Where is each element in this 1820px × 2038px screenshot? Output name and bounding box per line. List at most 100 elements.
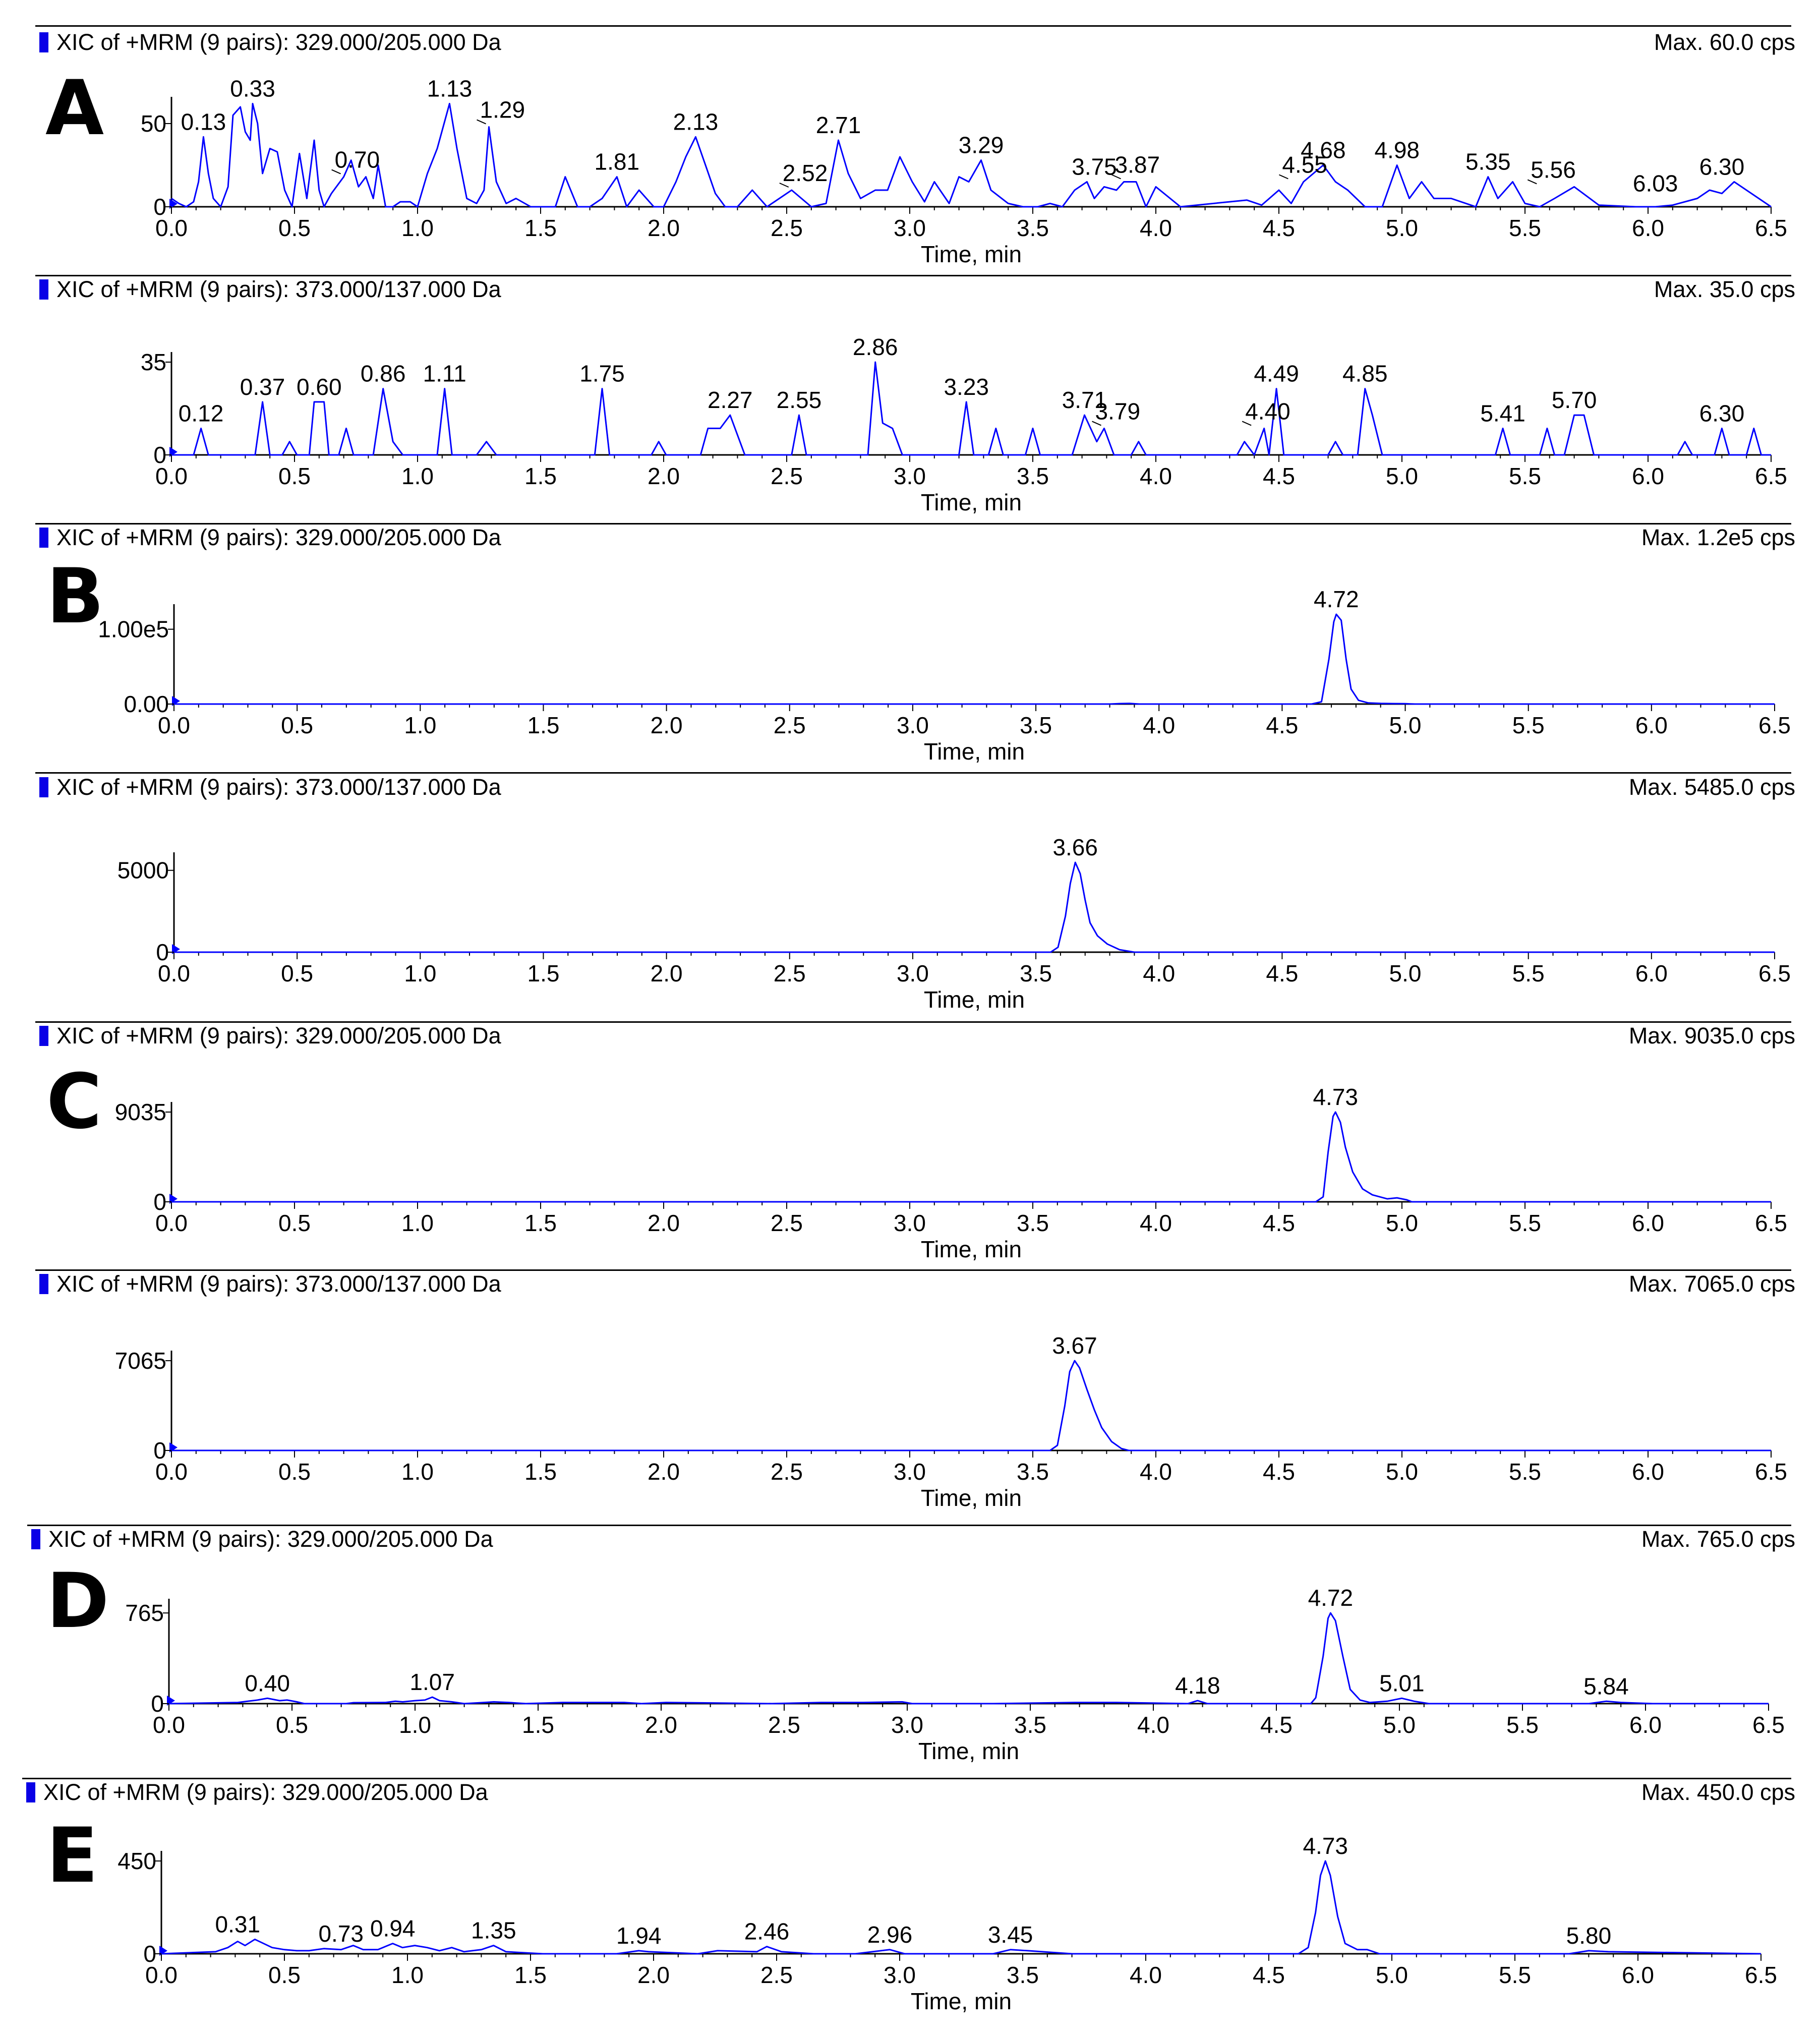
y-tick-label: 0 — [153, 442, 166, 468]
x-tick-label: 4.5 — [1260, 1712, 1293, 1738]
chromatogram-plot: 0.0 0.5 1.0 1.5 2.0 2.5 3.0 3.5 4.0 4.5 5.0 5.5 6.0 6… — [115, 1332, 1787, 1511]
x-tick-label: 2.5 — [771, 463, 803, 489]
xic-trace — [174, 613, 1775, 705]
x-tick-label: 3.5 — [1017, 215, 1049, 241]
max-intensity-label: Max. 60.0 cps — [1654, 29, 1795, 55]
x-tick-label: 0.5 — [278, 215, 311, 241]
x-tick-label: 6.0 — [1629, 1712, 1662, 1738]
x-tick-label: 3.0 — [894, 1459, 926, 1485]
peak-label: 2.86 — [853, 334, 898, 360]
blue-square-icon — [39, 1026, 48, 1046]
x-tick-label: 1.0 — [401, 463, 434, 489]
x-tick-label: 0.5 — [276, 1712, 308, 1738]
y-tick-label: 1.00e5 — [98, 616, 169, 643]
xic-trace — [171, 102, 1772, 208]
x-tick-label: 3.5 — [1007, 1962, 1039, 1988]
peak-leader-line — [1111, 174, 1121, 180]
x-tick-label: 0.5 — [278, 463, 311, 489]
peak-label: 4.73 — [1303, 1833, 1348, 1859]
chromatogram-plot: 0.0 0.5 1.0 1.5 2.0 2.5 3.0 3.5 4.0 4.5 5.0 5.5 6.0 6… — [141, 334, 1787, 515]
xic-trace — [171, 1111, 1771, 1203]
x-tick-label: 1.5 — [527, 960, 559, 986]
x-tick-label: 4.0 — [1140, 463, 1172, 489]
peak-leader-line — [477, 119, 486, 125]
x-tick-label: 6.0 — [1632, 1459, 1664, 1485]
x-tick-label: 4.0 — [1140, 1459, 1172, 1485]
max-intensity-label: Max. 7065.0 cps — [1628, 1271, 1795, 1297]
x-tick-label: 4.5 — [1266, 712, 1298, 738]
x-tick-label: 2.0 — [645, 1712, 677, 1738]
peak-label: 3.66 — [1052, 834, 1098, 860]
peak-label: 5.41 — [1480, 400, 1525, 426]
peak-label: 3.71 — [1062, 387, 1107, 413]
x-tick-label: 5.0 — [1386, 463, 1418, 489]
peak-label: 0.37 — [240, 374, 285, 400]
panel-divider — [35, 25, 1791, 27]
y-tick-label: 450 — [118, 1848, 156, 1874]
x-tick-label: 6.0 — [1632, 463, 1664, 489]
x-tick-label: 1.5 — [524, 1459, 557, 1485]
peak-label: 5.70 — [1552, 387, 1597, 413]
peak-label: 1.35 — [471, 1917, 516, 1944]
x-tick-label: 2.5 — [771, 215, 803, 241]
chromatogram-plot: 0.0 0.5 1.0 1.5 2.0 2.5 3.0 3.5 4.0 4.5 5.0 5.5 6.0 6… — [115, 1084, 1787, 1262]
x-tick-label: 3.5 — [1017, 463, 1049, 489]
x-tick-label: 1.5 — [514, 1962, 547, 1988]
y-tick-label: 0 — [153, 1437, 166, 1464]
peak-label: 3.23 — [944, 374, 989, 400]
x-tick-label: 0.0 — [158, 960, 190, 986]
peak-leader-line — [1092, 421, 1101, 426]
x-tick-label: 3.0 — [894, 1210, 926, 1236]
x-tick-label: 5.5 — [1512, 960, 1545, 986]
peak-label: 5.80 — [1566, 1923, 1612, 1949]
x-tick-label: 5.5 — [1512, 712, 1545, 738]
x-axis-label: Time, min — [911, 1988, 1012, 2014]
x-tick-label: 6.5 — [1755, 1459, 1787, 1485]
peak-label: 3.67 — [1052, 1332, 1097, 1359]
blue-square-icon — [39, 1274, 48, 1294]
peak-label: 0.12 — [179, 400, 224, 426]
x-axis-label: Time, min — [924, 738, 1025, 765]
x-tick-label: 3.5 — [1017, 1459, 1049, 1485]
peak-label: 4.73 — [1313, 1084, 1358, 1110]
panel-divider — [35, 772, 1791, 774]
x-tick-label: 5.5 — [1509, 1459, 1541, 1485]
y-tick-label: 35 — [141, 349, 166, 375]
x-tick-label: 1.5 — [522, 1712, 554, 1738]
y-tick-label: 7065 — [115, 1348, 166, 1374]
peak-label: 4.98 — [1374, 137, 1420, 163]
panel-header: XIC of +MRM (9 pairs): 329.000/205.000 D… — [39, 29, 1795, 55]
panel-title: XIC of +MRM (9 pairs): 329.000/205.000 D… — [43, 1779, 488, 1805]
max-intensity-label: Max. 450.0 cps — [1641, 1779, 1795, 1805]
x-tick-label: 3.0 — [897, 960, 929, 986]
x-tick-label: 0.0 — [155, 215, 188, 241]
panel-letter: B — [46, 553, 104, 640]
panel-header: XIC of +MRM (9 pairs): 329.000/205.000 D… — [31, 1526, 1795, 1552]
panel-divider — [35, 523, 1791, 525]
max-intensity-label: Max. 765.0 cps — [1641, 1526, 1795, 1552]
blue-square-icon — [31, 1529, 40, 1549]
x-tick-label: 4.5 — [1253, 1962, 1285, 1988]
peak-label: 1.75 — [579, 361, 625, 387]
chromatogram-plot: 0.0 0.5 1.0 1.5 2.0 2.5 3.0 3.5 4.0 4.5 5.0 5.5 6.0 6… — [118, 834, 1791, 1013]
x-tick-label: 2.5 — [774, 712, 806, 738]
panel-divider — [35, 1269, 1791, 1271]
x-axis-label: Time, min — [924, 986, 1025, 1013]
y-tick-label: 50 — [141, 110, 166, 137]
peak-label: 4.55 — [1282, 152, 1327, 178]
x-tick-label: 4.5 — [1263, 1210, 1295, 1236]
x-tick-label: 2.5 — [771, 1459, 803, 1485]
peak-label: 3.29 — [959, 132, 1004, 158]
xic-trace — [171, 361, 1771, 456]
panel-title: XIC of +MRM (9 pairs): 329.000/205.000 D… — [48, 1526, 493, 1552]
peak-label: 4.72 — [1314, 586, 1359, 612]
xic-trace — [161, 1860, 1762, 1955]
panel-title: XIC of +MRM (9 pairs): 373.000/137.000 D… — [56, 276, 501, 302]
x-tick-label: 5.5 — [1509, 215, 1541, 241]
blue-square-icon — [39, 777, 48, 797]
x-tick-label: 5.5 — [1499, 1962, 1531, 1988]
x-tick-label: 6.5 — [1755, 1210, 1787, 1236]
x-tick-label: 1.5 — [524, 463, 557, 489]
max-intensity-label: Max. 5485.0 cps — [1628, 774, 1795, 800]
x-tick-label: 6.5 — [1758, 960, 1791, 986]
